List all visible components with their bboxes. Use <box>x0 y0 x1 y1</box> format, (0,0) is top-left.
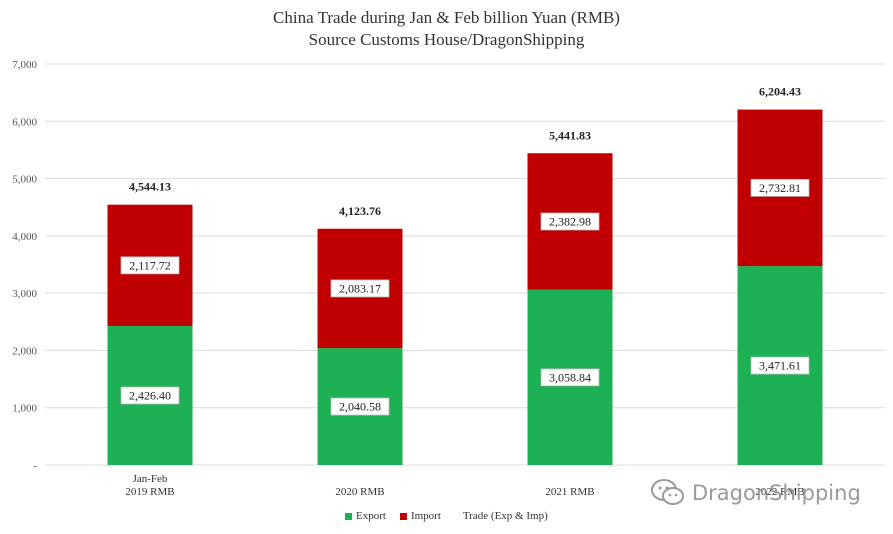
chart-title: China Trade during Jan & Feb billion Yua… <box>273 8 620 27</box>
legend-swatch-import <box>399 512 407 520</box>
data-label: 2,040.58 <box>339 400 381 414</box>
total-label: 4,123.76 <box>339 204 381 218</box>
legend-label-import: Import <box>410 510 441 522</box>
y-tick-label: 7,000 <box>12 59 37 71</box>
x-tick-label: 2019 RMB <box>125 486 174 498</box>
total-label: 5,441.83 <box>549 128 591 142</box>
y-tick-label: 3,000 <box>12 288 37 300</box>
total-label: 6,204.43 <box>759 85 801 99</box>
data-label-box <box>750 356 810 375</box>
data-label: 2,083.17 <box>339 281 381 295</box>
chart-subtitle: Source Customs House/DragonShipping <box>308 30 585 49</box>
watermark-text: DragonShipping <box>692 481 861 505</box>
data-label-box <box>540 212 600 231</box>
data-label: 3,471.61 <box>759 359 801 373</box>
legend: Export Import Trade (Exp & Imp) <box>345 510 562 522</box>
y-tick-label: - <box>33 460 37 472</box>
watermark: DragonShipping <box>650 478 861 508</box>
total-label: 4,544.13 <box>129 180 171 194</box>
data-label-box <box>120 256 180 275</box>
x-tick-label: Jan-Feb <box>133 473 168 485</box>
data-label: 3,058.84 <box>549 370 591 384</box>
y-tick-label: 1,000 <box>12 403 37 415</box>
x-tick-label: 2022 RMB <box>755 486 804 498</box>
data-label: 2,426.40 <box>129 389 171 403</box>
legend-item-import: Import <box>399 510 441 522</box>
legend-label-trade: Trade (Exp & Imp) <box>462 510 548 522</box>
data-label-box <box>750 178 810 197</box>
data-label-box <box>330 279 390 298</box>
legend-label-export: Export <box>356 510 386 522</box>
data-label-box <box>540 368 600 387</box>
data-label: 2,382.98 <box>549 215 591 229</box>
data-label-box <box>120 386 180 405</box>
y-tick-label: 5,000 <box>12 174 37 186</box>
y-tick-label: 4,000 <box>12 231 37 243</box>
legend-swatch-export <box>345 512 352 520</box>
x-tick-label: 2021 RMB <box>545 486 594 498</box>
data-label: 2,117.72 <box>129 258 171 272</box>
data-label: 2,732.81 <box>759 181 801 195</box>
legend-item-trade: Trade (Exp & Imp) <box>455 510 548 522</box>
wechat-icon <box>651 479 684 505</box>
x-tick-label: 2020 RMB <box>335 486 384 498</box>
y-tick-label: 2,000 <box>12 345 37 357</box>
legend-item-export: Export <box>345 510 386 522</box>
data-label-box <box>330 397 390 416</box>
y-tick-label: 6,000 <box>12 116 37 128</box>
